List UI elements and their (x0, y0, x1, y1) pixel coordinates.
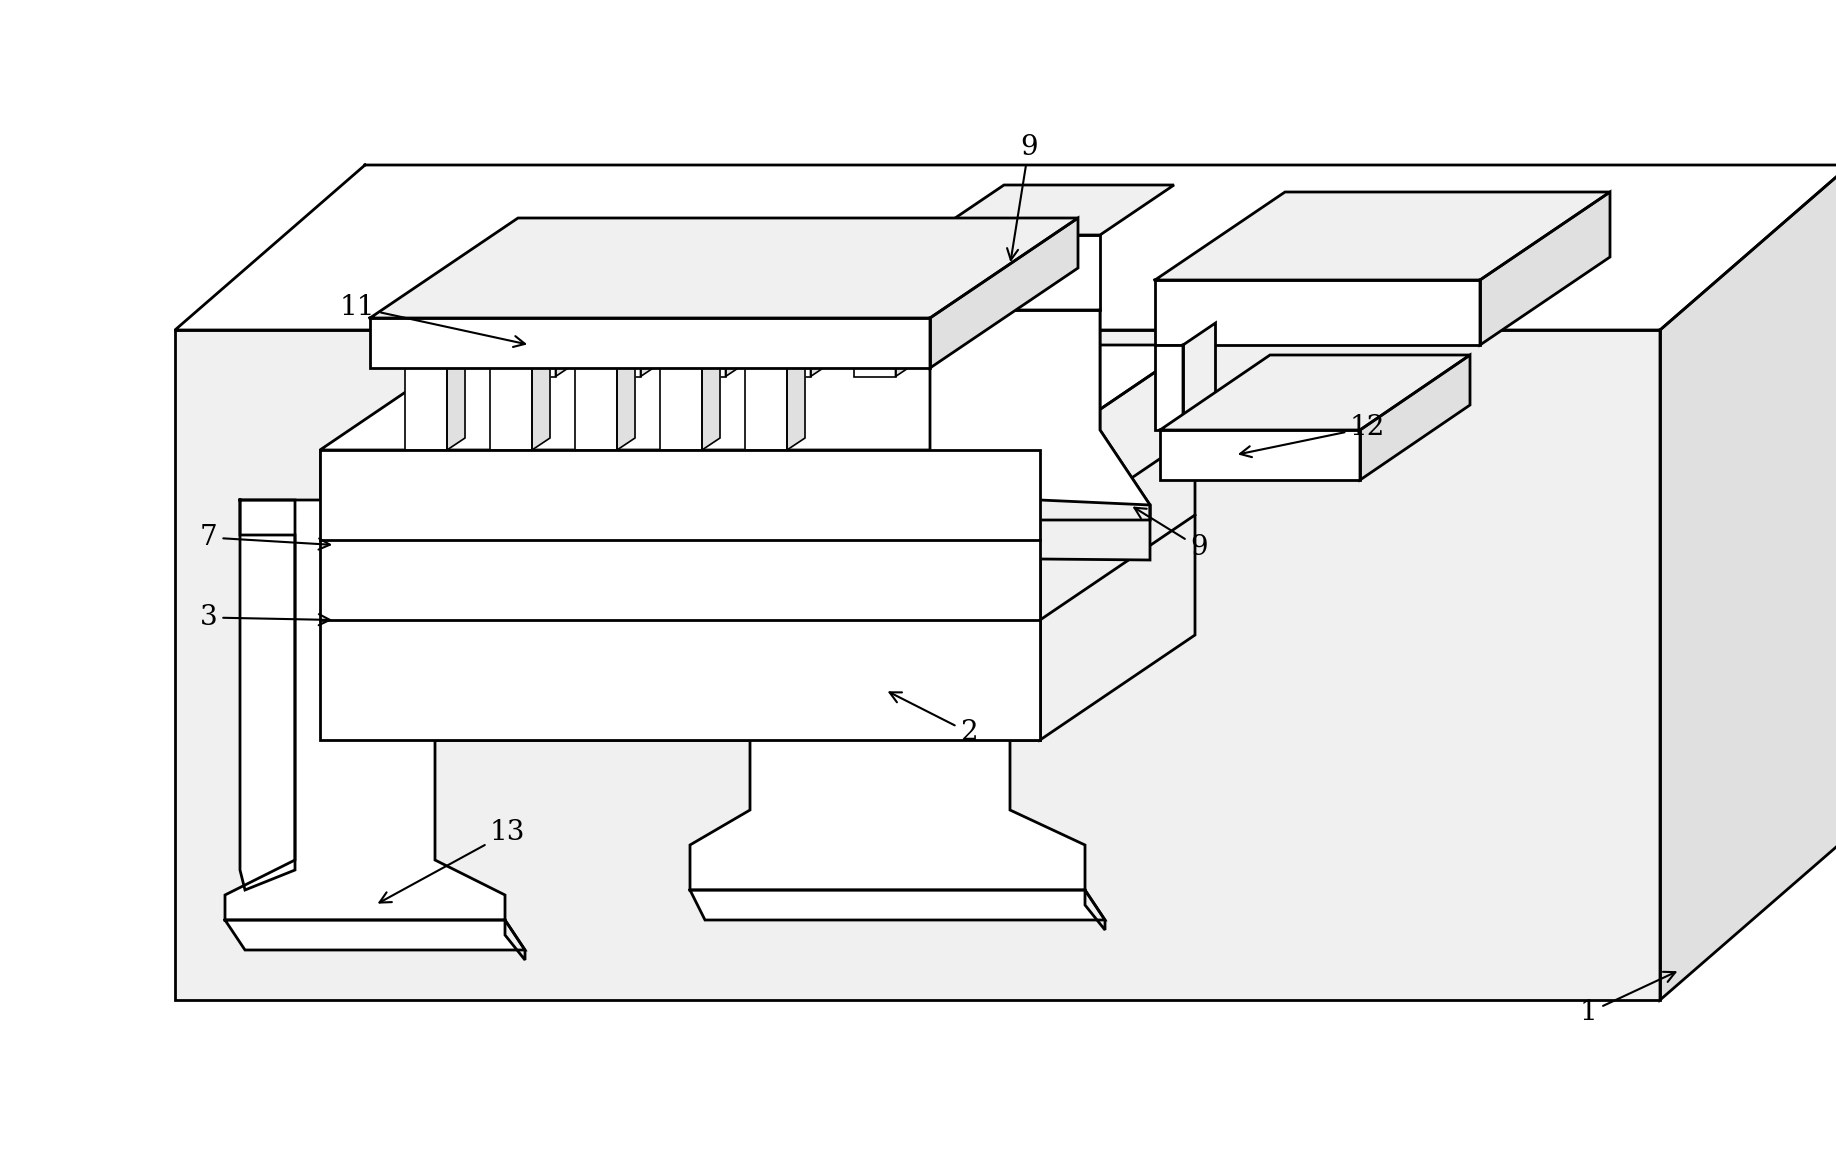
Polygon shape (241, 500, 296, 890)
Polygon shape (1155, 345, 1182, 430)
Polygon shape (319, 345, 1195, 450)
Polygon shape (690, 500, 1085, 890)
Polygon shape (599, 284, 659, 297)
Polygon shape (319, 450, 1039, 740)
Polygon shape (406, 353, 465, 365)
Polygon shape (690, 890, 1105, 920)
Polygon shape (371, 218, 1078, 318)
Polygon shape (1155, 280, 1480, 345)
Polygon shape (226, 500, 505, 920)
Text: 11: 11 (340, 294, 525, 346)
Polygon shape (532, 353, 551, 450)
Polygon shape (371, 318, 931, 368)
Polygon shape (725, 284, 744, 376)
Polygon shape (1155, 192, 1610, 280)
Polygon shape (505, 920, 525, 960)
Polygon shape (1160, 430, 1360, 480)
Polygon shape (1182, 323, 1215, 430)
Polygon shape (810, 284, 828, 376)
Text: 9: 9 (1135, 508, 1208, 561)
Polygon shape (1039, 345, 1195, 740)
Text: 12: 12 (1239, 414, 1386, 457)
Text: 1: 1 (1581, 971, 1676, 1026)
Polygon shape (683, 297, 725, 376)
Text: 7: 7 (200, 524, 330, 551)
Polygon shape (745, 353, 804, 365)
Polygon shape (518, 218, 1078, 268)
Text: 9: 9 (1008, 134, 1037, 260)
Polygon shape (575, 365, 617, 450)
Polygon shape (446, 353, 465, 450)
Polygon shape (931, 185, 1173, 235)
Polygon shape (226, 920, 525, 950)
Polygon shape (490, 365, 532, 450)
Polygon shape (514, 284, 573, 297)
Polygon shape (788, 353, 804, 450)
Polygon shape (854, 284, 914, 297)
Polygon shape (854, 297, 896, 376)
Polygon shape (659, 365, 701, 450)
Polygon shape (896, 284, 914, 376)
Polygon shape (575, 353, 635, 365)
Polygon shape (1360, 355, 1471, 480)
Polygon shape (174, 165, 1836, 330)
Polygon shape (406, 365, 446, 450)
Polygon shape (683, 284, 744, 297)
Text: 2: 2 (890, 692, 977, 746)
Polygon shape (319, 450, 1039, 740)
Polygon shape (556, 284, 573, 376)
Polygon shape (174, 330, 1660, 1000)
Polygon shape (1480, 192, 1610, 345)
Polygon shape (659, 353, 720, 365)
Polygon shape (617, 353, 635, 450)
Polygon shape (745, 365, 788, 450)
Polygon shape (931, 495, 1149, 561)
Polygon shape (931, 218, 1078, 368)
Polygon shape (1660, 165, 1836, 1000)
Polygon shape (641, 284, 659, 376)
Polygon shape (599, 297, 641, 376)
Text: 3: 3 (200, 604, 330, 631)
Polygon shape (931, 235, 1100, 310)
Polygon shape (1160, 355, 1471, 430)
Text: 13: 13 (380, 820, 525, 902)
Polygon shape (769, 284, 828, 297)
Polygon shape (701, 353, 720, 450)
Polygon shape (514, 297, 556, 376)
Polygon shape (769, 297, 810, 376)
Polygon shape (490, 353, 551, 365)
Polygon shape (1085, 890, 1105, 930)
Polygon shape (931, 310, 1149, 520)
